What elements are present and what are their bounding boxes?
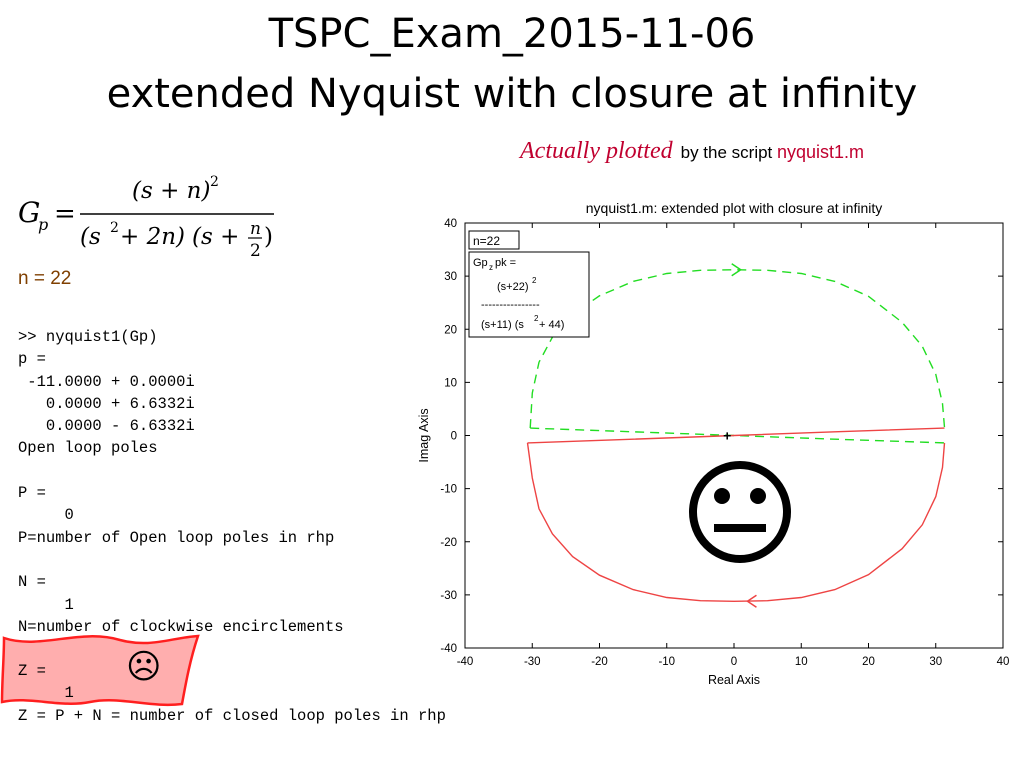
- console-line: 0.0000 + 6.6332i: [18, 394, 195, 413]
- formula-den-b-den: 2: [250, 241, 261, 260]
- x-tick-label: -10: [658, 656, 675, 668]
- console-line: 0: [18, 506, 74, 525]
- slide-title-line2: extended Nyquist with closure at infinit…: [106, 71, 918, 117]
- console-line: N=number of clockwise encirclements: [18, 617, 344, 636]
- formula-den-b-num: n: [250, 219, 261, 239]
- legend-line4-exp: 2: [534, 314, 539, 323]
- console-line: -11.0000 + 0.0000i: [18, 372, 195, 391]
- formula-numerator-exp: 2: [210, 174, 219, 190]
- formula-equals: =: [54, 199, 76, 229]
- formula-den-a-rest: + 2n): [120, 224, 185, 250]
- n-label-text: n=22: [473, 234, 500, 248]
- console-line: Open loop poles: [18, 439, 158, 458]
- x-tick-label: -40: [457, 656, 474, 668]
- legend-line4: (s+11) (s: [481, 319, 524, 331]
- console-line: >> nyquist1(Gp): [18, 328, 158, 346]
- console-line: [18, 549, 344, 571]
- y-axis-label: Imag Axis: [417, 408, 431, 462]
- console-line: P=number of Open loop poles in rhp: [18, 528, 335, 547]
- note-italic: Actually plotted: [520, 138, 673, 164]
- formula-den-a: (s: [80, 224, 101, 250]
- direction-arrow-1: [746, 594, 757, 608]
- note-text: by the script: [680, 143, 773, 162]
- sad-face-icon: ☹: [126, 647, 162, 687]
- neutral-face-icon: [689, 461, 791, 563]
- formula-den-a-exp: 2: [110, 220, 119, 236]
- note-script-name: nyquist1.m: [777, 142, 865, 162]
- nyquist-plot: nyquist1.m: extended plot with closure a…: [417, 200, 1010, 687]
- x-tick-label: -30: [524, 656, 541, 668]
- chart-title: nyquist1.m: extended plot with closure a…: [586, 200, 883, 216]
- n-label-box: [468, 230, 520, 250]
- console-line: P =: [18, 484, 46, 503]
- console-line: 0.0000 - 6.6332i: [18, 417, 195, 436]
- formula-den-b-close: ): [264, 224, 273, 250]
- legend-line2: (s+22): [497, 281, 529, 293]
- nyquist-series-3: [526, 442, 946, 603]
- plot-note: Actually plotted by the script nyquist1.m: [520, 138, 864, 165]
- n-value: n = 22: [18, 268, 72, 289]
- z-line: 1: [18, 684, 74, 703]
- slide-title-line1: TSPC_Exam_2015-11-06: [268, 11, 756, 57]
- console-line: p =: [18, 350, 46, 369]
- z-output: Z = 1 Z = P + N = number of closed loop p…: [18, 660, 446, 727]
- critical-point-marker: +: [723, 428, 731, 444]
- legend-line1-rest: pk =: [495, 257, 516, 269]
- nyquist-series-2: [527, 427, 945, 444]
- y-tick-label: -40: [440, 643, 457, 655]
- legend-line1: Gp: [473, 257, 488, 269]
- y-tick-label: 0: [451, 431, 457, 443]
- transfer-function-formula: G p = (s + n) 2 (s 2 + 2n) (s + n 2 ): [18, 174, 274, 260]
- console-line: 1: [18, 595, 74, 614]
- formula-numerator: (s + n): [132, 178, 210, 204]
- console-line: [18, 460, 344, 482]
- legend-line1-sub: z: [489, 263, 493, 272]
- x-axis-label: Real Axis: [708, 673, 760, 687]
- direction-arrow-0: [731, 263, 743, 277]
- transfer-legend-box: [468, 251, 590, 338]
- console-output: >> nyquist1(Gp) p = -11.0000 + 0.0000i 0.…: [18, 326, 344, 638]
- legend-line4-rest: + 44): [539, 319, 564, 331]
- y-tick-label: 10: [444, 377, 457, 389]
- y-tick-label: 20: [444, 324, 457, 336]
- x-tick-label: 30: [929, 656, 942, 668]
- y-tick-label: -20: [440, 537, 457, 549]
- legend-line2-exp: 2: [532, 276, 537, 285]
- y-tick-label: 40: [444, 218, 457, 230]
- z-line: Z =: [18, 662, 46, 680]
- y-tick-label: -30: [440, 590, 457, 602]
- x-tick-label: 20: [862, 656, 875, 668]
- z-line: Z = P + N = number of closed loop poles …: [18, 706, 446, 725]
- x-tick-label: 40: [997, 656, 1010, 668]
- legend-line3: ----------------: [481, 299, 540, 311]
- y-tick-label: 30: [444, 271, 457, 283]
- y-tick-label: -10: [440, 484, 457, 496]
- z-highlight-flag: [0, 634, 200, 707]
- formula-lhs-sub: p: [38, 215, 48, 234]
- formula-den-b: (s +: [192, 224, 239, 250]
- console-line: N =: [18, 573, 46, 592]
- x-tick-label: 10: [795, 656, 808, 668]
- x-tick-label: -20: [591, 656, 608, 668]
- formula-lhs: G: [18, 196, 40, 229]
- x-tick-label: 0: [731, 656, 737, 668]
